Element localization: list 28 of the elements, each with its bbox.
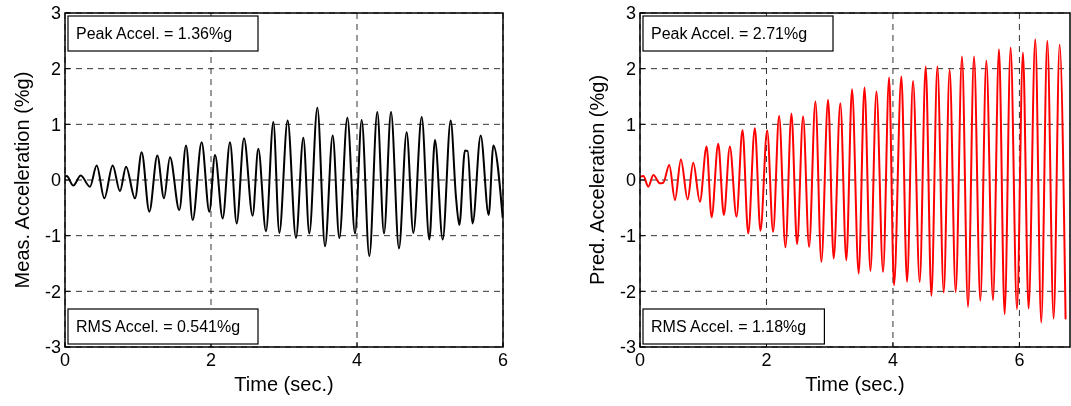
annotation: Peak Accel. = 1.36%g	[76, 25, 233, 42]
y-tick-label: -1	[44, 225, 61, 246]
y-axis-title: Pred. Acceleration (%g)	[586, 74, 608, 286]
annotation: RMS Accel. = 1.18%g	[651, 318, 807, 335]
y-tick-label: -2	[619, 281, 636, 302]
y-tick-label: 2	[625, 58, 636, 79]
x-tick-label: 2	[761, 350, 772, 370]
x-axis-title: Time (sec.)	[234, 373, 334, 395]
y-tick-label: 3	[625, 3, 636, 24]
x-axis-title: Time (sec.)	[805, 373, 905, 395]
x-tick-label: 6	[1014, 350, 1025, 370]
y-tick-label: -1	[619, 225, 636, 246]
x-tick-label: 4	[887, 350, 898, 370]
x-tick-label: 4	[351, 350, 363, 370]
y-tick-label: 3	[50, 3, 61, 24]
x-tick-label: 2	[205, 350, 217, 370]
x-tick-label: 6	[497, 350, 509, 370]
y-tick-label: 0	[625, 170, 636, 191]
y-tick-label: 2	[50, 58, 61, 79]
y-tick-label: -3	[44, 337, 61, 358]
annotation: RMS Accel. = 0.541%g	[76, 318, 241, 335]
y-tick-label: -2	[44, 281, 61, 302]
annotation: Peak Accel. = 2.71%g	[651, 25, 808, 42]
y-axis-title: Meas. Acceleration (%g)	[11, 71, 33, 289]
y-tick-label: 1	[625, 114, 636, 135]
y-tick-label: 0	[50, 170, 61, 191]
y-tick-label: 1	[50, 114, 61, 135]
y-tick-label: -3	[619, 337, 636, 358]
